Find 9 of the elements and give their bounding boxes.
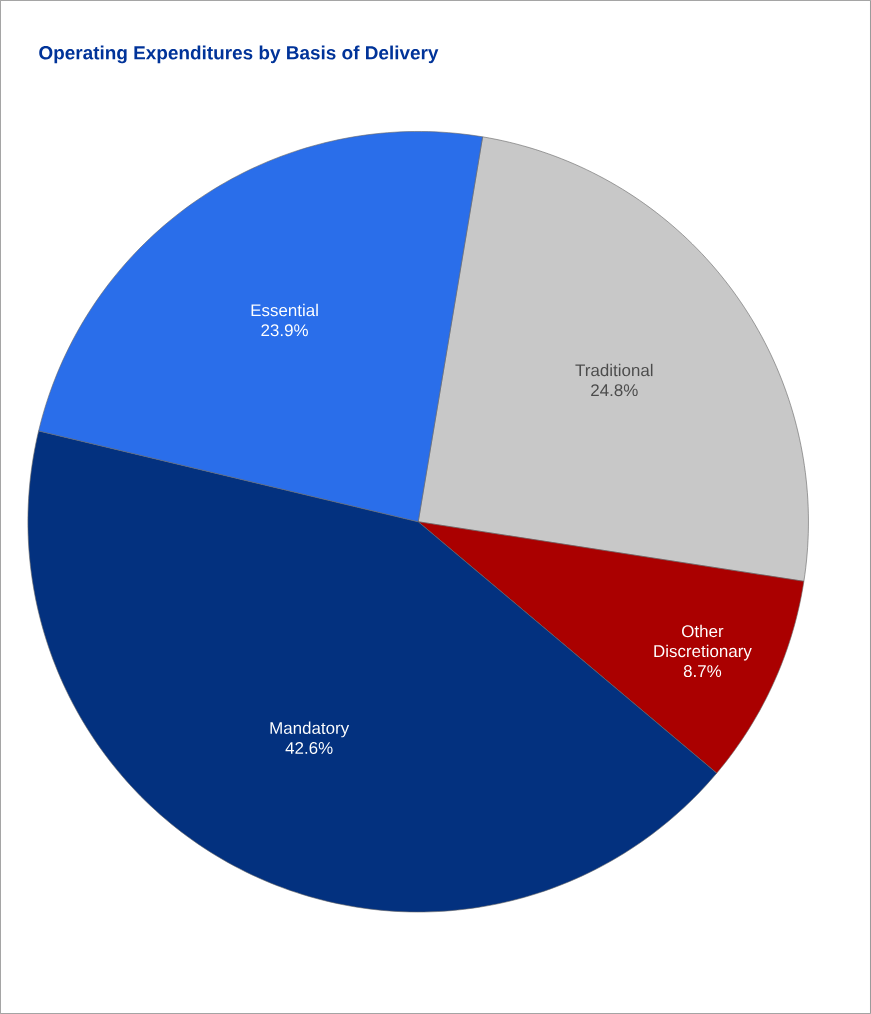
slice-label: Traditional — [575, 363, 653, 377]
slice-label: Other Discretionary — [654, 624, 752, 661]
slice-label: Mandatory — [270, 721, 350, 738]
data-label: 42.6% — [285, 741, 333, 754]
data-label: 23.9% — [261, 324, 309, 337]
data-label: 8.7% — [683, 665, 722, 678]
slice-label: Essential — [251, 303, 318, 317]
chart-title: Operating Expenditures by Basis of Delivery — [39, 45, 439, 64]
data-label: 24.8% — [591, 384, 638, 397]
